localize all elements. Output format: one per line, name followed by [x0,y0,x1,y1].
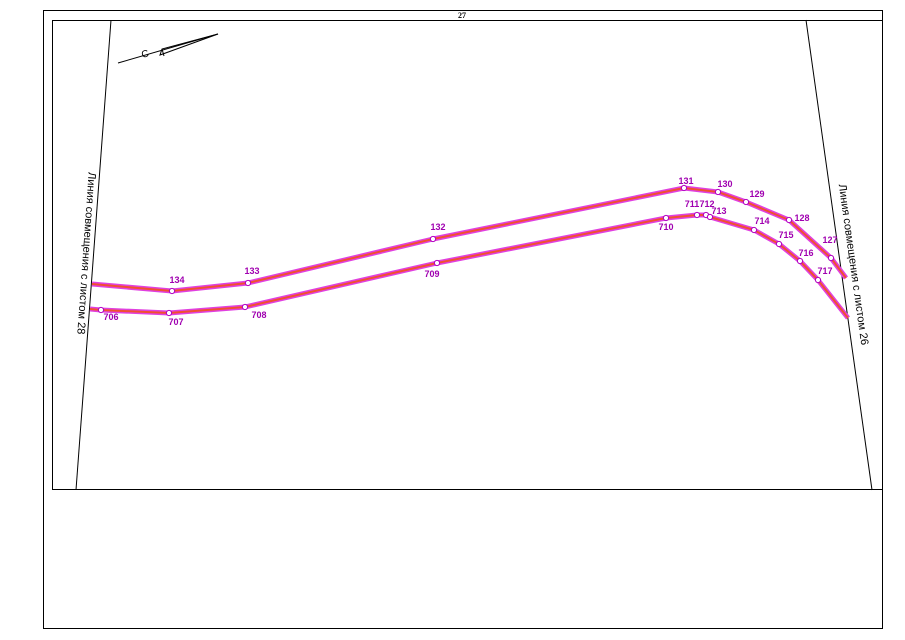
point-label: 706 [103,312,118,322]
point-label: 709 [424,269,439,279]
point-label: 134 [169,275,184,285]
point-label: 128 [794,213,809,223]
point-label: 714 [754,216,769,226]
right-match-label: Линия совмещения с листом 26 [836,183,871,346]
point-label: 132 [430,222,445,232]
point-marker [785,216,793,224]
point-label: 133 [244,266,259,276]
point-marker [714,188,722,196]
point-marker [742,198,750,206]
point-label: 716 [798,248,813,258]
point-marker [165,309,173,317]
point-marker [662,214,670,222]
point-label: 708 [251,310,266,320]
point-label: 711 [685,199,700,209]
inner-frame [52,20,882,490]
point-marker [680,184,688,192]
point-marker [814,276,822,284]
point-label: 127 [822,235,837,245]
point-marker [429,235,437,243]
match-line-right [805,19,873,491]
point-label: 715 [778,230,793,240]
point-label: 717 [817,266,832,276]
route-line [91,187,847,292]
point-marker [97,306,105,314]
point-label: 131 [678,176,693,186]
point-label: 130 [717,179,732,189]
point-marker [706,213,714,221]
point-label: 712 [699,199,714,209]
outer-frame [43,10,883,629]
route-line [89,214,849,319]
sheet-number: 27 [458,11,466,20]
north-arrow: С [117,33,219,64]
point-marker [693,211,701,219]
point-marker [827,254,835,262]
point-marker [796,257,804,265]
point-label: 129 [749,189,764,199]
route-edge [91,185,848,294]
match-line-left [75,19,112,491]
point-marker [433,259,441,267]
route: 134 133 132 131 130 129 128 127 706 707 708 709 710 7… [89,176,850,327]
point-marker [241,303,249,311]
point-marker [750,226,758,234]
point-marker [775,240,783,248]
point-marker [168,287,176,295]
point-marker [244,279,252,287]
point-label: 710 [658,222,673,232]
point-label: 713 [711,206,726,216]
north-label: С [140,48,150,61]
point-label: 707 [168,317,183,327]
